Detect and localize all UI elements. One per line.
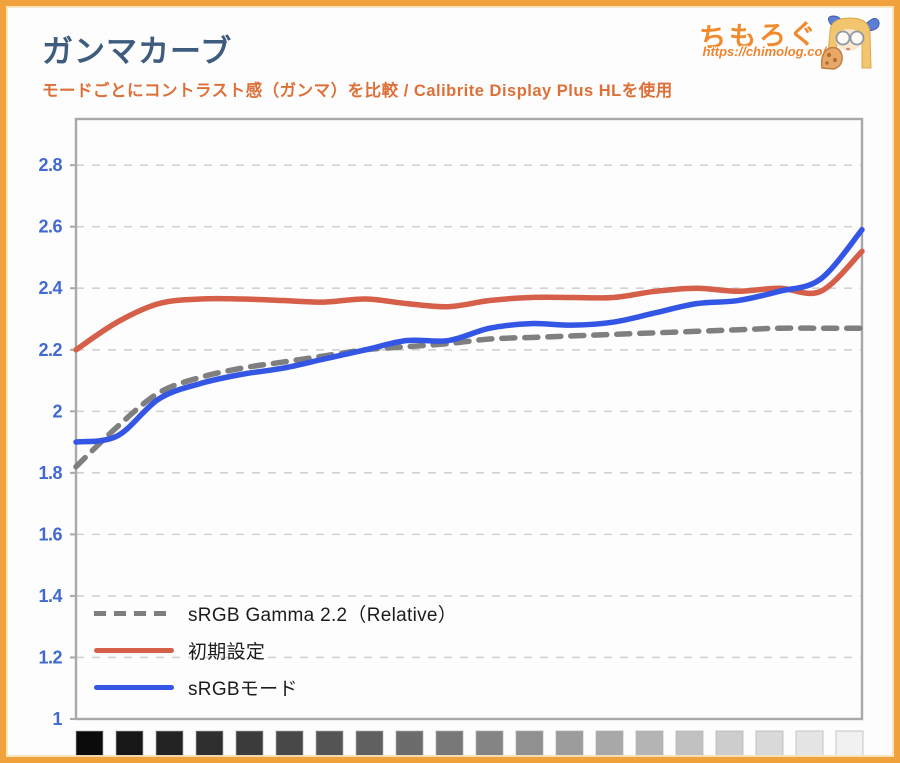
legend-label-srgb: sRGBモード: [188, 678, 298, 700]
grayscale-swatch: [675, 730, 704, 757]
header: ガンマカーブ モードごとにコントラスト感（ガンマ）を比較 / Calibrite…: [42, 26, 673, 101]
grayscale-swatch: [395, 730, 424, 757]
site-logo: ちもろぐ https://chimolog.co/: [659, 8, 884, 70]
grayscale-swatch: [635, 730, 664, 757]
chart-canvas: 1 1.2 1.4 1.6 1.8 2 2.2 2.4 2.6 2.8: [38, 117, 865, 757]
grayscale-swatch: [555, 730, 584, 757]
gridlines: [76, 164, 862, 659]
grayscale-swatch: [315, 730, 344, 757]
y-tick-label: 2.8: [38, 155, 62, 175]
y-tick-label: 1.4: [38, 586, 62, 606]
legend-label-reference: sRGB Gamma 2.2（Relative）: [188, 604, 458, 626]
y-tick-label: 1: [52, 709, 62, 729]
legend-swatch-reference: [94, 610, 174, 616]
y-tick-label: 2.2: [38, 340, 62, 360]
legend-swatch-srgb: [94, 684, 174, 690]
y-tick-label: 2.6: [38, 217, 62, 237]
legend-item-default: 初期設定: [94, 639, 457, 663]
grayscale-swatch: [235, 730, 264, 757]
grayscale-swatch: [595, 730, 624, 757]
grayscale-swatch: [155, 730, 184, 757]
y-tick-label: 1.2: [38, 647, 62, 667]
series-line-reference: [73, 325, 865, 470]
grayscale-swatch: [835, 730, 864, 757]
y-tick-label: 1.6: [38, 524, 62, 544]
brand-url: https://chimolog.co/: [702, 44, 827, 59]
grayscale-swatch: [755, 730, 784, 757]
mascot-icon: [820, 15, 880, 70]
y-tick-label: 2: [52, 401, 62, 421]
plot-border: [74, 117, 864, 721]
page-subtitle: モードごとにコントラスト感（ガンマ）を比較 / Calibrite Displa…: [42, 82, 673, 100]
legend-label-default: 初期設定: [188, 641, 266, 663]
grayscale-strip: [75, 730, 864, 757]
grayscale-swatch: [195, 730, 224, 757]
series-line-default: [73, 248, 865, 353]
grayscale-swatch: [475, 730, 504, 757]
grayscale-swatch: [715, 730, 744, 757]
grayscale-swatch: [435, 730, 464, 757]
grayscale-swatch: [795, 730, 824, 757]
legend-swatch-default: [94, 647, 174, 653]
grayscale-swatch: [355, 730, 384, 757]
grayscale-swatch: [275, 730, 304, 757]
y-tick-label: 2.4: [38, 278, 62, 298]
series-line-srgb: [73, 227, 865, 445]
grayscale-swatch: [515, 730, 544, 757]
y-tick-label: 1.8: [38, 463, 62, 483]
page-title: ガンマカーブ: [42, 34, 233, 69]
y-axis-labels: 1 1.2 1.4 1.6 1.8 2 2.2 2.4 2.6 2.8: [38, 155, 63, 729]
legend-item-srgb: sRGBモード: [94, 676, 457, 700]
legend-item-reference: sRGB Gamma 2.2（Relative）: [94, 602, 458, 626]
grayscale-swatch: [115, 730, 144, 757]
chart-legend: sRGB Gamma 2.2（Relative） 初期設定 sRGBモード: [94, 602, 457, 713]
grayscale-swatch: [75, 730, 104, 757]
gamma-chart: 1 1.2 1.4 1.6 1.8 2 2.2 2.4 2.6 2.8 sRGB Gamma 2.…: [6, 6, 894, 757]
